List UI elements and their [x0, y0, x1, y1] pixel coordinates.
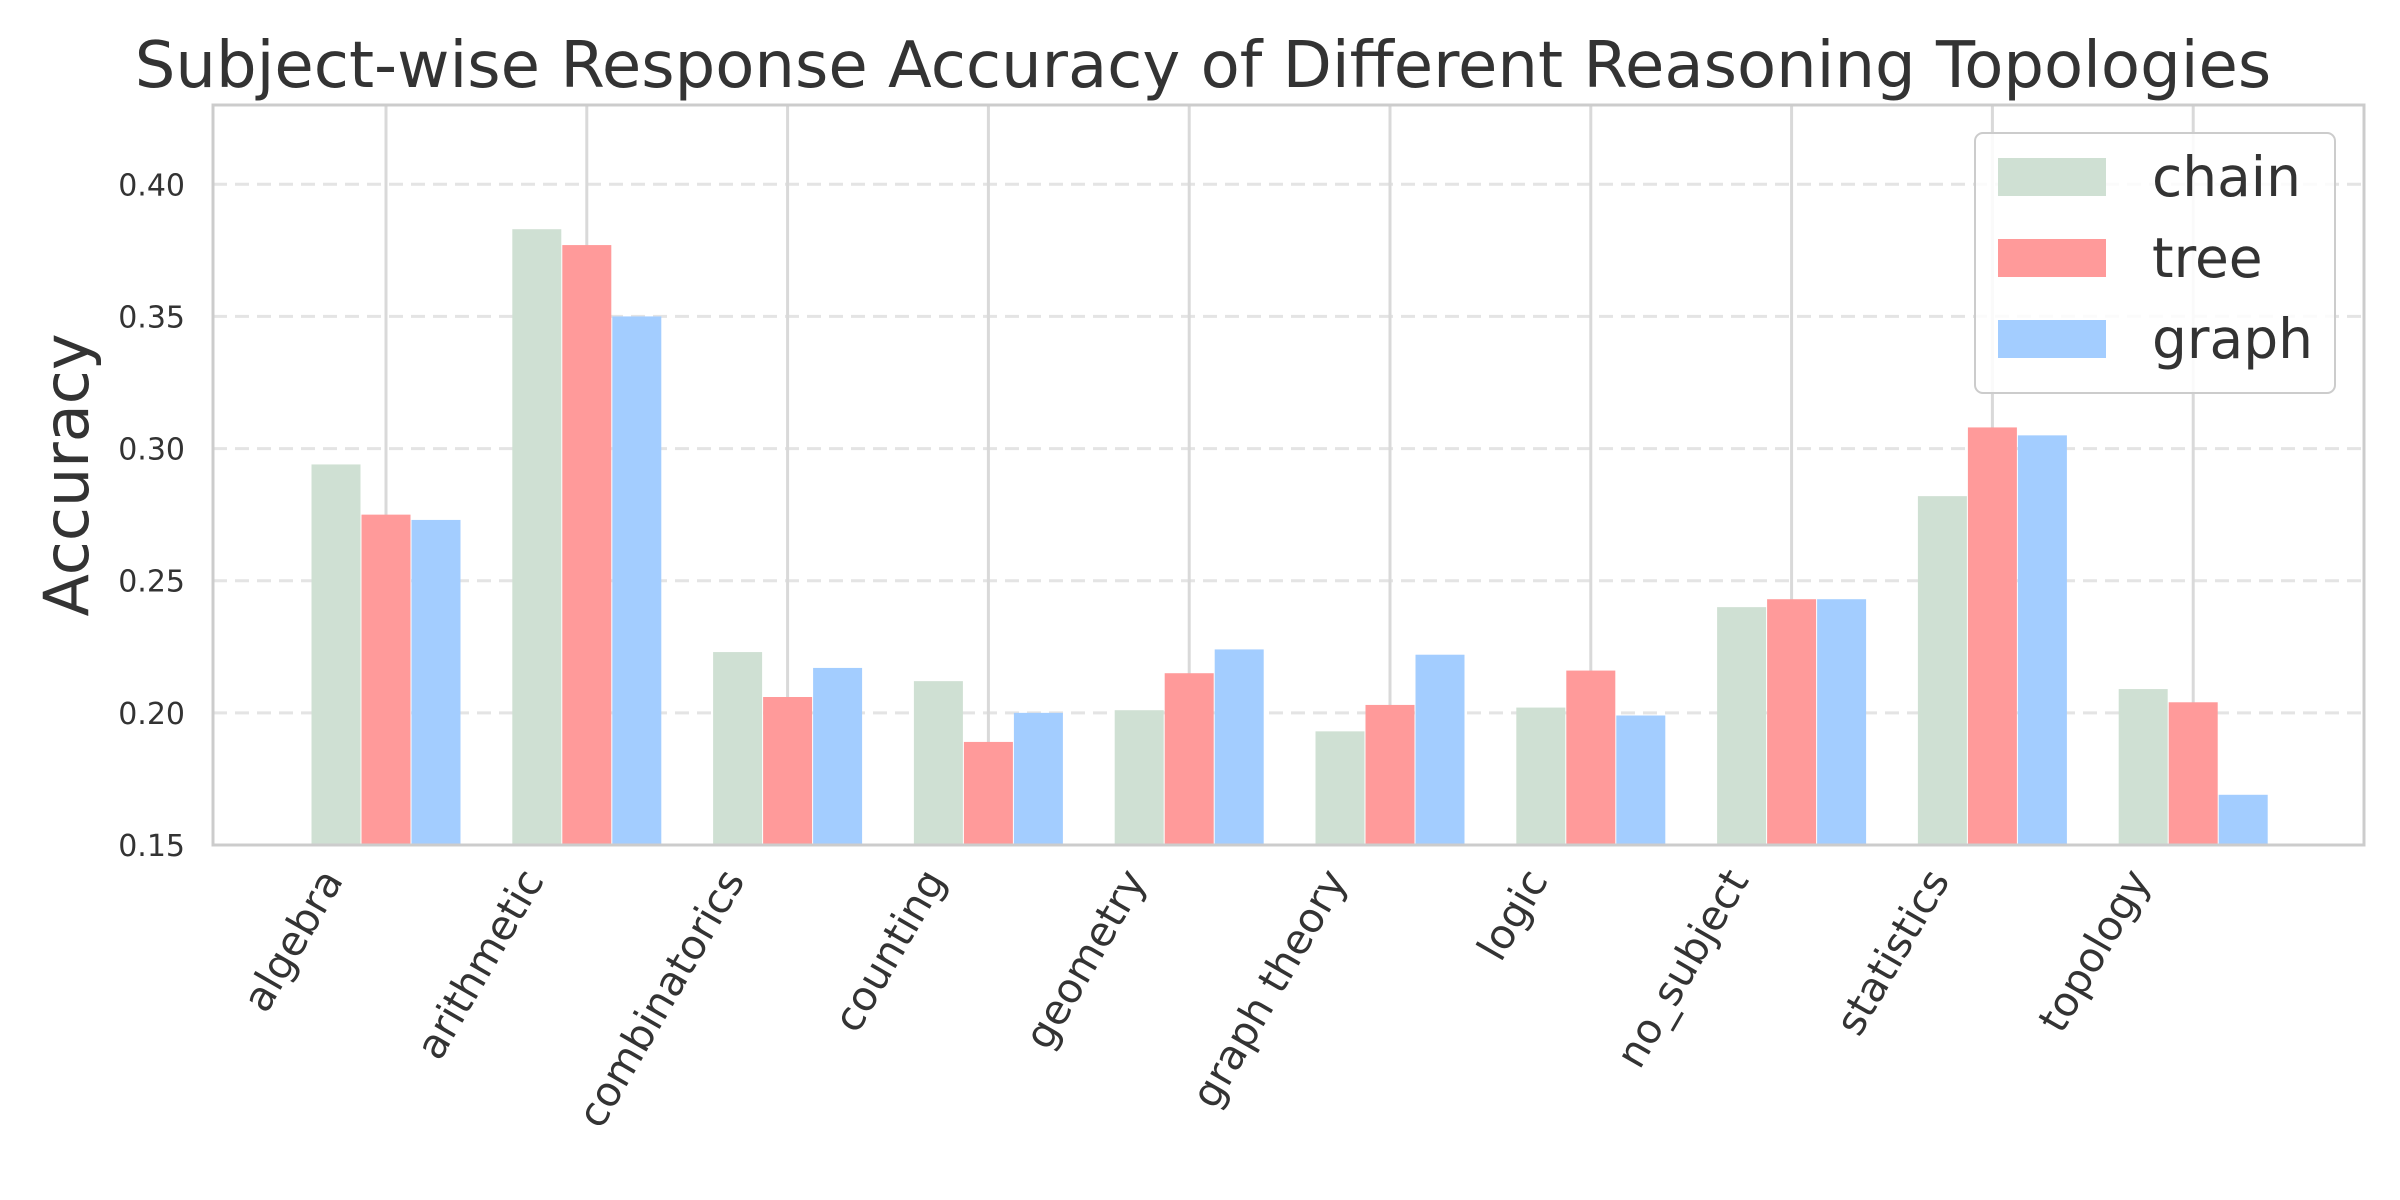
x-tick-label: combinatorics [568, 861, 754, 1136]
x-tick-label: no_subject [1607, 861, 1759, 1076]
y-tick-label: 0.40 [118, 168, 185, 203]
bar-graph-combinatorics [813, 667, 863, 845]
bar-graph-statistics [2017, 435, 2067, 845]
x-tick-labels: algebra arithmetic combinatorics counting ge… [233, 861, 2160, 1136]
bar-chain-statistics [1917, 496, 1967, 845]
bar-graph-graph-theory [1415, 654, 1465, 845]
legend-items: chain tree graph [1998, 145, 2313, 371]
bar-graph-geometry [1214, 649, 1264, 845]
legend: chain tree graph [1974, 132, 2336, 394]
x-tick-label: statistics [1826, 861, 1959, 1043]
x-tick-label: geometry [1015, 861, 1156, 1057]
x-tick-label: graph theory [1182, 861, 1357, 1116]
x-tick-label: topology [2029, 861, 2160, 1040]
legend-swatch-tree [1998, 239, 2106, 277]
y-axis-label: Accuracy [30, 333, 103, 616]
bar-chain-no-subject [1717, 607, 1767, 845]
bar-tree-logic [1566, 670, 1616, 845]
legend-swatch-chain [1998, 158, 2106, 196]
x-tick-label: arithmetic [407, 861, 554, 1067]
bar-graph-no-subject [1817, 599, 1867, 845]
bar-tree-topology [2168, 702, 2218, 845]
chart-title: Subject-wise Response Accuracy of Differ… [135, 29, 2271, 103]
bar-chain-geometry [1114, 710, 1164, 845]
bar-chain-graph-theory [1315, 731, 1365, 845]
bars-layer [311, 229, 2268, 846]
bar-chain-algebra [311, 464, 361, 845]
bar-tree-arithmetic [562, 245, 612, 846]
bar-chain-arithmetic [512, 229, 562, 845]
bar-chain-logic [1516, 707, 1566, 845]
legend-label-chain: chain [2152, 145, 2301, 209]
x-tick-label: counting [824, 861, 955, 1040]
legend-label-graph: graph [2152, 307, 2313, 371]
legend-swatch-graph [1998, 320, 2106, 358]
plot-frame [211, 103, 2366, 847]
bar-chain-counting [913, 681, 963, 845]
bar-tree-combinatorics [763, 697, 813, 845]
y-tick-label: 0.20 [118, 697, 185, 732]
x-tick-label: algebra [233, 861, 352, 1020]
x-tick-label: logic [1468, 861, 1558, 969]
bar-chain-topology [2118, 689, 2168, 845]
bar-graph-topology [2218, 794, 2268, 845]
y-tick-labels: 0.15 0.20 0.25 0.30 0.35 0.40 [118, 168, 185, 864]
y-tick-label: 0.30 [118, 433, 185, 468]
y-tick-label: 0.35 [118, 300, 185, 335]
bar-tree-no-subject [1767, 599, 1817, 845]
bar-chain-combinatorics [713, 652, 763, 845]
y-tick-label: 0.15 [118, 829, 185, 864]
bar-graph-arithmetic [612, 316, 662, 845]
legend-label-tree: tree [2152, 226, 2263, 290]
bar-tree-geometry [1164, 673, 1214, 845]
bar-tree-graph-theory [1365, 704, 1415, 845]
bar-graph-logic [1616, 715, 1666, 845]
bar-tree-counting [963, 741, 1013, 845]
bar-tree-algebra [361, 514, 411, 845]
bar-graph-counting [1013, 712, 1063, 845]
y-tick-label: 0.25 [118, 565, 185, 600]
bar-graph-algebra [411, 519, 461, 845]
bar-tree-statistics [1967, 427, 2017, 845]
